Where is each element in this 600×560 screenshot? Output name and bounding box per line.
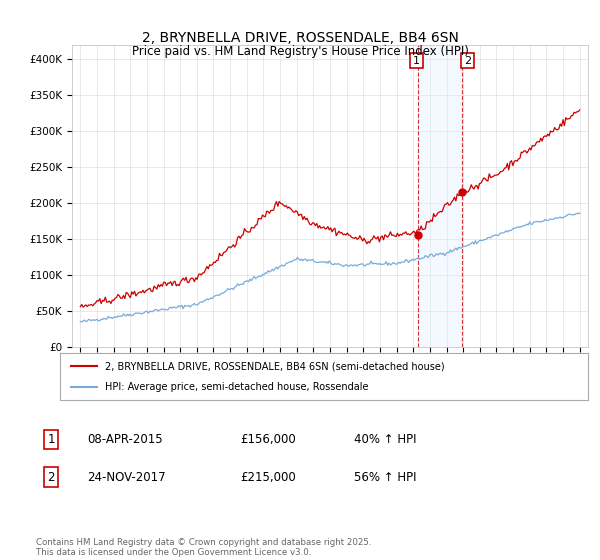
Text: 2: 2 bbox=[47, 470, 55, 484]
Text: 56% ↑ HPI: 56% ↑ HPI bbox=[354, 470, 416, 484]
Text: 2, BRYNBELLA DRIVE, ROSSENDALE, BB4 6SN (semi-detached house): 2, BRYNBELLA DRIVE, ROSSENDALE, BB4 6SN … bbox=[105, 361, 445, 371]
Text: £215,000: £215,000 bbox=[240, 470, 296, 484]
Text: 1: 1 bbox=[47, 433, 55, 446]
Text: 40% ↑ HPI: 40% ↑ HPI bbox=[354, 433, 416, 446]
Text: HPI: Average price, semi-detached house, Rossendale: HPI: Average price, semi-detached house,… bbox=[105, 382, 368, 392]
Text: 24-NOV-2017: 24-NOV-2017 bbox=[87, 470, 166, 484]
Text: Contains HM Land Registry data © Crown copyright and database right 2025.
This d: Contains HM Land Registry data © Crown c… bbox=[36, 538, 371, 557]
Text: Price paid vs. HM Land Registry's House Price Index (HPI): Price paid vs. HM Land Registry's House … bbox=[131, 45, 469, 58]
Text: 2, BRYNBELLA DRIVE, ROSSENDALE, BB4 6SN: 2, BRYNBELLA DRIVE, ROSSENDALE, BB4 6SN bbox=[142, 31, 458, 45]
Text: 1: 1 bbox=[413, 55, 420, 66]
Bar bbox=[418, 45, 462, 347]
Text: 2: 2 bbox=[464, 55, 471, 66]
Text: £156,000: £156,000 bbox=[240, 433, 296, 446]
Text: 08-APR-2015: 08-APR-2015 bbox=[87, 433, 163, 446]
